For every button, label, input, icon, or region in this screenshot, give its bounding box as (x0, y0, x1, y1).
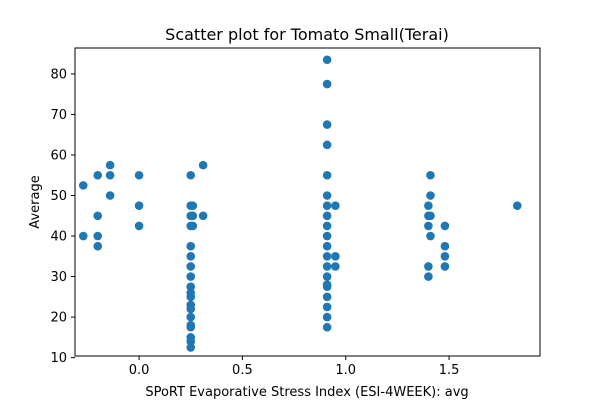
data-point (322, 211, 332, 221)
data-point (186, 337, 196, 346)
y-axis-ticks: 10 20 30 40 50 60 70 80 (50, 67, 75, 366)
data-point (186, 252, 196, 261)
data-point (322, 302, 332, 312)
y-tick-label: 50 (50, 189, 67, 204)
chart-title: Scatter plot for Tomato Small(Terai) (165, 25, 449, 44)
x-tick-label: 1.5 (439, 363, 460, 378)
data-point (440, 241, 450, 251)
data-point (105, 160, 115, 170)
y-axis-label: Average (28, 175, 43, 228)
data-point (331, 252, 340, 261)
data-point (512, 201, 522, 210)
data-point (440, 252, 450, 261)
data-point (322, 79, 332, 89)
data-points-layer (78, 55, 522, 352)
data-point (424, 272, 433, 281)
data-point (186, 322, 196, 332)
data-point (424, 221, 433, 231)
data-point (322, 252, 332, 261)
data-point (322, 201, 332, 210)
x-tick-label: 0.0 (129, 363, 150, 378)
data-point (186, 241, 196, 251)
y-tick-label: 20 (50, 311, 67, 326)
y-tick-label: 80 (50, 67, 67, 82)
data-point (440, 262, 450, 271)
y-tick-label: 40 (50, 230, 67, 245)
data-point (186, 282, 196, 292)
data-point (426, 191, 435, 200)
y-tick-label: 30 (50, 270, 67, 285)
data-point (78, 231, 88, 241)
data-point (426, 211, 435, 221)
data-point (134, 221, 144, 231)
data-point (322, 312, 332, 322)
data-point (188, 211, 198, 221)
data-point (424, 201, 433, 210)
data-point (322, 120, 332, 129)
data-point (134, 201, 144, 210)
data-point (322, 55, 332, 65)
data-point (322, 292, 332, 302)
x-tick-label: 1.0 (335, 363, 356, 378)
data-point (322, 231, 332, 241)
data-point (186, 304, 196, 314)
data-point (322, 262, 332, 271)
data-point (186, 262, 196, 271)
data-point (186, 312, 196, 322)
data-point (105, 170, 115, 180)
y-tick-label: 10 (50, 351, 67, 366)
data-point (322, 140, 332, 150)
data-point (186, 170, 196, 180)
data-point (322, 191, 332, 200)
data-point (426, 170, 435, 180)
data-point (186, 343, 196, 352)
data-point (322, 241, 332, 251)
data-point (188, 221, 198, 231)
data-point (322, 322, 332, 332)
data-point (424, 262, 433, 271)
data-point (331, 262, 340, 271)
data-point (426, 231, 435, 241)
data-point (322, 221, 332, 231)
data-point (188, 201, 198, 210)
data-point (322, 170, 332, 180)
data-point (198, 211, 208, 221)
data-point (322, 272, 332, 281)
data-point (440, 221, 450, 231)
data-point (93, 211, 103, 221)
data-point (78, 181, 88, 190)
x-tick-label: 0.5 (232, 363, 253, 378)
plot-area-frame (74, 47, 541, 357)
y-tick-label: 60 (50, 148, 67, 163)
data-point (93, 170, 103, 180)
data-point (322, 282, 332, 292)
y-tick-label: 70 (50, 108, 67, 123)
data-point (331, 201, 340, 210)
data-point (93, 231, 103, 241)
data-point (134, 170, 144, 180)
x-axis-label: SPoRT Evaporative Stress Index (ESI-4WEE… (145, 385, 468, 400)
x-axis-ticks: 0.0 0.5 1.0 1.5 (129, 356, 460, 378)
data-point (93, 241, 103, 251)
data-point (186, 292, 196, 302)
data-point (186, 272, 196, 281)
data-point (198, 160, 208, 170)
data-point (105, 191, 115, 200)
